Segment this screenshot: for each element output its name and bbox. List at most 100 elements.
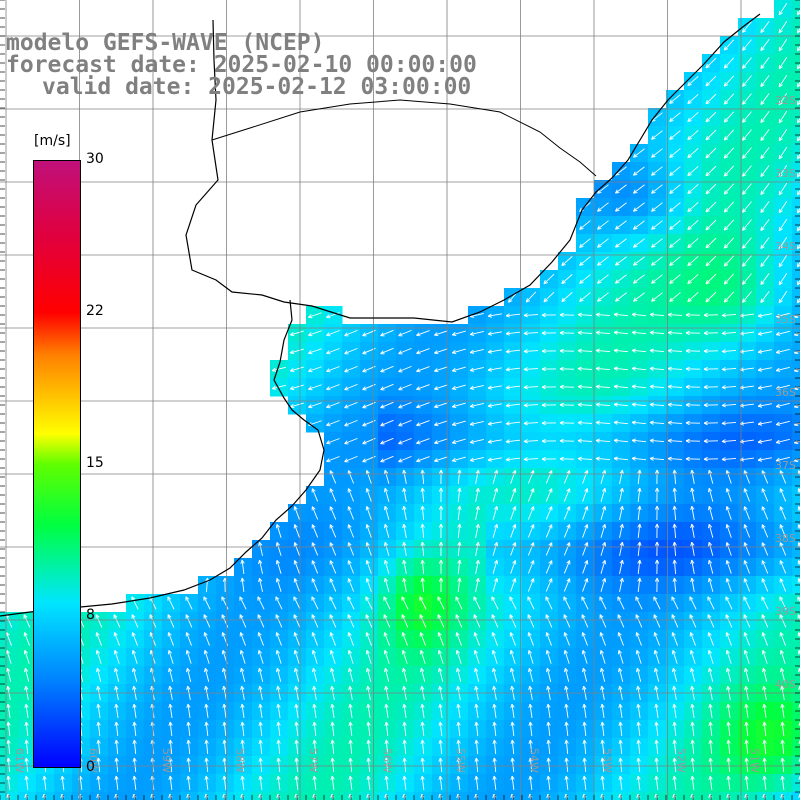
wind-arrow [761,578,769,592]
wind-arrow [527,560,535,574]
wind-arrow [687,220,699,231]
wind-arrow [690,541,695,556]
wind-arrow [383,596,391,610]
wind-arrow [330,757,335,773]
wind-arrow [561,292,573,303]
wind-arrow [743,632,750,646]
wind-arrow [721,439,737,444]
latitude-label: 35S [775,313,796,326]
wind-arrow [545,506,553,520]
wind-arrow [563,578,571,592]
wind-arrow [204,721,209,737]
wind-arrow [528,739,533,755]
wind-arrow [276,757,281,773]
wind-arrow [671,596,679,610]
wind-arrow [649,456,665,461]
wind-arrow [203,614,211,628]
wind-arrow [581,650,588,664]
wind-arrow [95,614,103,628]
wind-arrow [687,274,699,285]
wind-arrow [582,721,587,737]
latitude-labels: 32S 33S 34S 35S 36S 37S 38S 39S 40S [775,94,796,691]
wind-arrow [380,365,394,373]
wind-arrow [743,488,751,502]
wind-arrow [760,237,770,250]
wind-arrow [492,739,497,755]
wind-arrow [654,541,660,557]
latitude-label: 38S [775,532,796,545]
wind-arrow [705,129,717,141]
wind-arrow [289,402,304,409]
wind-arrow [672,739,677,755]
wind-arrow [344,365,358,373]
wind-arrow [579,292,591,302]
wind-arrow [649,330,665,335]
wind-arrow [708,703,713,718]
wind-arrow [383,469,390,484]
wind-arrow [528,703,533,718]
wind-arrow [419,614,427,628]
wind-arrow [685,348,701,354]
wind-arrow [96,739,101,755]
wind-arrow [760,93,770,106]
wind-arrow [383,505,390,520]
wind-arrow [383,523,390,538]
wind-arrow [380,455,394,463]
wind-arrow [475,469,480,484]
wind-arrow [474,775,479,791]
wind-arrow [347,632,354,646]
wind-arrow [775,456,790,462]
wind-arrow [649,348,665,353]
wind-arrow [505,313,521,318]
wind-arrow [469,402,484,408]
wind-arrow [293,596,301,610]
wind-arrow [615,256,627,266]
wind-arrow [456,703,461,718]
wind-arrow [420,739,425,755]
wind-arrow [582,739,587,755]
wind-arrow [289,366,304,373]
longitude-label: 61W [13,748,26,773]
wind-arrow [240,703,245,718]
wind-arrow [685,402,701,408]
wind-arrow [545,560,553,574]
wind-arrow [380,419,394,427]
wind-arrow [492,703,497,718]
valid-date: valid date: 2025-02-12 03:00:00 [42,74,472,100]
wind-arrow [780,775,785,791]
wind-arrow [6,667,12,682]
wind-arrow [312,667,318,682]
wind-arrow [546,775,551,791]
wind-arrow [667,420,683,425]
wind-arrow [744,739,749,755]
wind-arrow [326,384,340,391]
wind-arrow [760,273,770,286]
wind-arrow [600,469,607,484]
wind-arrow [276,775,281,791]
wind-arrow [437,614,445,628]
wind-arrow [275,596,283,610]
wind-arrow [523,457,539,462]
wind-arrow [491,632,498,646]
wind-arrow [707,632,714,646]
wind-arrow [24,757,29,773]
wind-arrow [348,739,353,755]
wind-arrow [563,614,571,628]
wind-arrow [416,402,430,409]
wind-arrow [240,577,245,592]
wind-arrow [723,57,735,69]
wind-arrow [703,366,719,372]
wind-arrow [492,523,499,538]
wind-arrow [434,366,448,373]
wind-arrow [344,329,358,337]
wind-arrow [651,274,663,284]
wind-arrow [402,739,407,755]
wind-arrow [797,596,800,603]
wind-arrow [636,739,641,755]
wind-arrow [723,111,735,123]
wind-arrow [185,614,193,628]
wind-arrow [384,739,389,755]
wind-arrow [689,650,696,664]
wind-arrow [509,650,516,664]
wind-arrow [326,402,340,409]
